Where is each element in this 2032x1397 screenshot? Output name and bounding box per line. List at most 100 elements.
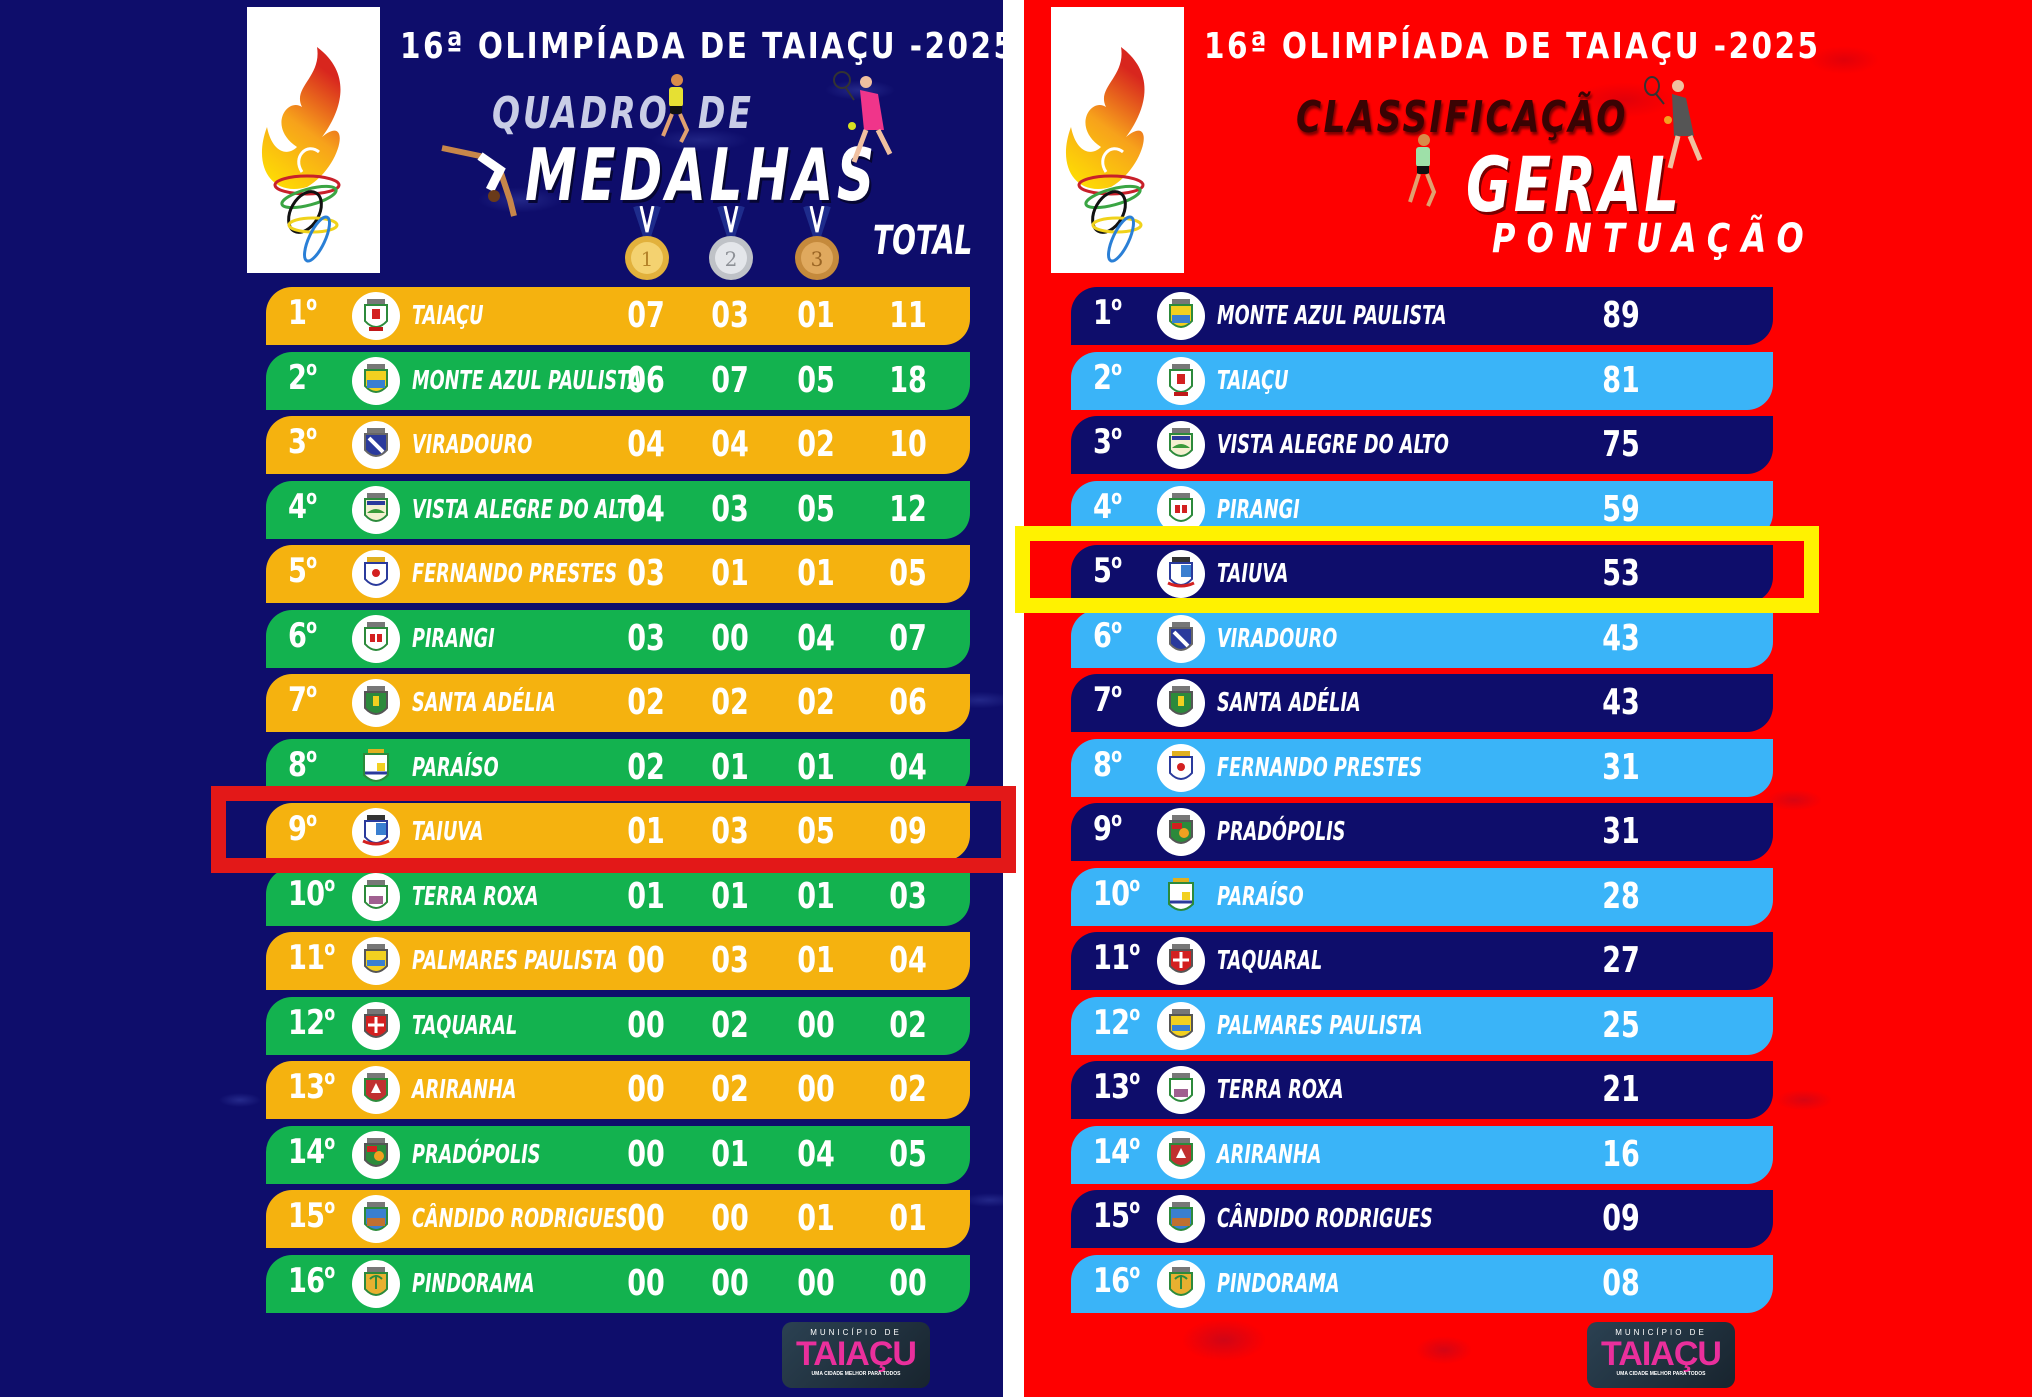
- rank: 2o: [288, 355, 317, 398]
- city-name: FERNANDO PRESTES: [1217, 752, 1423, 783]
- rank: 12o: [1093, 1000, 1140, 1043]
- total-count: 18: [889, 359, 927, 401]
- total-count: 05: [889, 1133, 927, 1175]
- svg-text:1: 1: [641, 247, 654, 271]
- points: 25: [1602, 1004, 1640, 1046]
- city-name: PIRANGI: [412, 623, 495, 654]
- heading-quadro: QUADRO: [492, 88, 670, 139]
- medal-row: 4o VISTA ALEGRE DO ALTO 04 03 05 12: [266, 480, 970, 539]
- bronze-count: 04: [797, 617, 835, 659]
- total-count: 12: [889, 488, 927, 530]
- medal-row: 7o SANTA ADÉLIA 02 02 02 06: [266, 674, 970, 732]
- points: 59: [1602, 488, 1640, 530]
- city-crest-icon: [1157, 1066, 1205, 1114]
- gold-count: 00: [627, 1133, 665, 1175]
- tennis-player-icon: [833, 71, 893, 163]
- total-count: 07: [889, 617, 927, 659]
- city-crest-icon: [1157, 743, 1205, 792]
- rank: 7o: [1093, 678, 1122, 720]
- svg-text:3: 3: [811, 247, 824, 271]
- city-crest-icon: [1157, 421, 1205, 469]
- heading-geral: GERAL: [1466, 140, 1683, 229]
- rank: 11o: [1093, 936, 1140, 978]
- rank: 3o: [1093, 420, 1122, 462]
- bronze-count: 00: [797, 1004, 835, 1046]
- points: 21: [1602, 1069, 1640, 1110]
- city-crest-icon: [352, 679, 400, 727]
- medal-row: 6o PIRANGI 03 00 04 07: [266, 609, 970, 668]
- city-name: TAIAÇU: [1217, 365, 1289, 396]
- city-name: VISTA ALEGRE DO ALTO: [412, 494, 644, 525]
- rank: 15o: [288, 1194, 335, 1236]
- city-crest-icon: [352, 744, 400, 792]
- city-name: PARAÍSO: [1217, 881, 1304, 912]
- ranking-row: 11o TAQUARAL 27: [1071, 932, 1773, 990]
- rank: 13o: [1093, 1065, 1140, 1107]
- city-name: VISTA ALEGRE DO ALTO: [1217, 430, 1449, 460]
- points: 27: [1602, 940, 1640, 981]
- rank: 4o: [288, 484, 317, 527]
- rank: 6o: [1093, 613, 1122, 656]
- city-crest-icon: [1157, 1001, 1205, 1050]
- city-name: SANTA ADÉLIA: [412, 688, 556, 718]
- points: 08: [1602, 1262, 1640, 1304]
- silver-count: 00: [711, 1262, 749, 1304]
- bronze-count: 05: [797, 359, 835, 401]
- ranking-row: 9o PRADÓPOLIS 31: [1071, 803, 1773, 861]
- gold-count: 00: [627, 940, 665, 981]
- gymnast-athlete-icon: [441, 145, 517, 217]
- city-crest-icon: [1157, 1195, 1205, 1243]
- runner-athlete-icon: [1408, 134, 1437, 207]
- ranking-row: 2o TAIAÇU 81: [1071, 351, 1773, 410]
- rank: 1o: [288, 291, 317, 333]
- rank: 8o: [1093, 742, 1122, 785]
- city-name: PRADÓPOLIS: [412, 1139, 541, 1170]
- gold-count: 07: [627, 295, 665, 336]
- rank: 10o: [1093, 871, 1140, 914]
- points: 53: [1602, 553, 1640, 594]
- silver-medal-icon: 2: [709, 206, 753, 280]
- total-count: 06: [889, 682, 927, 723]
- bronze-count: 02: [797, 424, 835, 465]
- medal-row: 8o PARAÍSO 02 01 01 04: [266, 738, 970, 797]
- rank: 11o: [288, 936, 335, 978]
- heading-classificacao: CLASSIFICAÇÃO: [1296, 92, 1628, 143]
- city-name: VIRADOURO: [1217, 623, 1338, 654]
- medal-row: 16o PINDORAMA 00 00 00 00: [266, 1254, 970, 1313]
- rank: 5o: [1093, 549, 1122, 591]
- city-crest-icon: [352, 808, 400, 856]
- gold-count: 06: [627, 359, 665, 401]
- city-name: TAIUVA: [1217, 559, 1289, 589]
- silver-count: 03: [711, 811, 749, 852]
- city-crest-icon: [1157, 1130, 1205, 1179]
- silver-count: 03: [711, 295, 749, 336]
- medal-row: 2o MONTE AZUL PAULISTA 06 07 05 18: [266, 351, 970, 410]
- city-crest-icon: [1157, 808, 1205, 856]
- points: 31: [1602, 746, 1640, 788]
- points: 28: [1602, 875, 1640, 917]
- silver-count: 02: [711, 682, 749, 723]
- city-crest-icon: [352, 1195, 400, 1243]
- heading-de: DE: [698, 88, 754, 139]
- total-count: 01: [889, 1198, 927, 1239]
- medal-table: 1o TAIAÇU 07 03 01 11 2o MONTE AZUL PAUL…: [266, 287, 970, 1319]
- city-crest-icon: [352, 356, 400, 405]
- torch-flame-icon: [261, 47, 341, 263]
- ranking-row: 1o MONTE AZUL PAULISTA 89: [1071, 287, 1773, 345]
- total-count: 10: [889, 424, 927, 465]
- rank: 7o: [288, 678, 317, 720]
- ranking-row: 14o ARIRANHA 16: [1071, 1125, 1773, 1184]
- ranking-row-highlighted: 5o TAIUVA 53: [1071, 545, 1773, 603]
- silver-count: 04: [711, 424, 749, 465]
- city-name: PALMARES PAULISTA: [1217, 1010, 1423, 1041]
- rank: 6o: [288, 613, 317, 656]
- silver-count: 07: [711, 359, 749, 401]
- medal-row: 10o TERRA ROXA 01 01 01 03: [266, 867, 970, 926]
- silver-count: 02: [711, 1004, 749, 1046]
- rank: 16o: [1093, 1258, 1140, 1301]
- silver-count: 01: [711, 553, 749, 594]
- city-crest-icon: [1157, 873, 1205, 921]
- gold-count: 00: [627, 1198, 665, 1239]
- gold-count: 01: [627, 811, 665, 852]
- bronze-count: 01: [797, 940, 835, 981]
